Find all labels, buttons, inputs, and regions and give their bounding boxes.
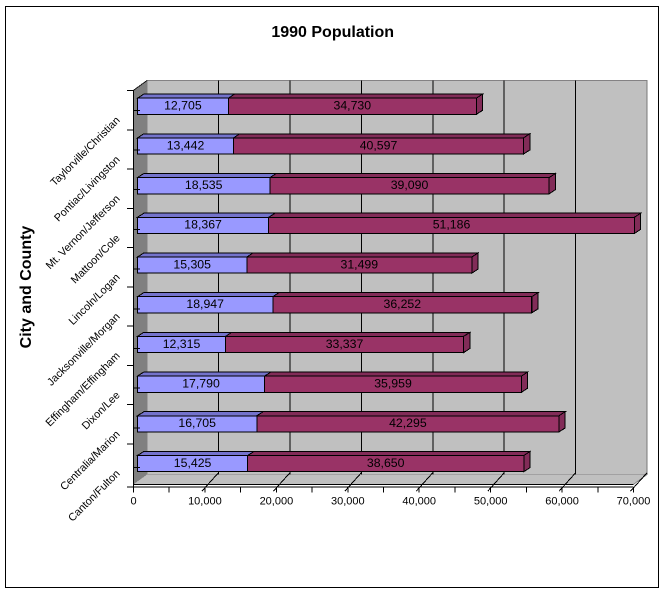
svg-text:40,597: 40,597 — [360, 138, 398, 152]
svg-text:42,295: 42,295 — [389, 416, 427, 430]
svg-text:18,367: 18,367 — [184, 218, 222, 232]
svg-text:35,959: 35,959 — [374, 377, 412, 391]
svg-text:51,186: 51,186 — [433, 218, 471, 232]
svg-text:18,947: 18,947 — [186, 297, 224, 311]
svg-text:15,425: 15,425 — [174, 456, 212, 470]
svg-text:33,337: 33,337 — [326, 337, 364, 351]
svg-text:1990 Population: 1990 Population — [271, 24, 394, 41]
svg-text:50,000: 50,000 — [474, 496, 508, 508]
svg-text:40,000: 40,000 — [402, 496, 436, 508]
svg-text:20,000: 20,000 — [260, 496, 294, 508]
svg-text:31,499: 31,499 — [340, 257, 378, 271]
svg-text:70,000: 70,000 — [617, 496, 651, 508]
svg-text:12,315: 12,315 — [163, 337, 201, 351]
svg-text:10,000: 10,000 — [188, 496, 222, 508]
svg-text:30,000: 30,000 — [331, 496, 365, 508]
svg-text:17,790: 17,790 — [182, 377, 220, 391]
svg-text:18,535: 18,535 — [185, 178, 223, 192]
svg-text:12,705: 12,705 — [164, 99, 202, 113]
svg-text:36,252: 36,252 — [383, 297, 421, 311]
svg-text:39,090: 39,090 — [391, 178, 429, 192]
svg-text:38,650: 38,650 — [367, 456, 405, 470]
svg-text:16,705: 16,705 — [178, 416, 216, 430]
svg-text:34,730: 34,730 — [333, 99, 371, 113]
svg-text:15,305: 15,305 — [173, 257, 211, 271]
svg-text:60,000: 60,000 — [545, 496, 579, 508]
svg-text:City and County: City and County — [18, 226, 35, 349]
svg-text:0: 0 — [130, 496, 136, 508]
svg-text:13,442: 13,442 — [167, 138, 205, 152]
